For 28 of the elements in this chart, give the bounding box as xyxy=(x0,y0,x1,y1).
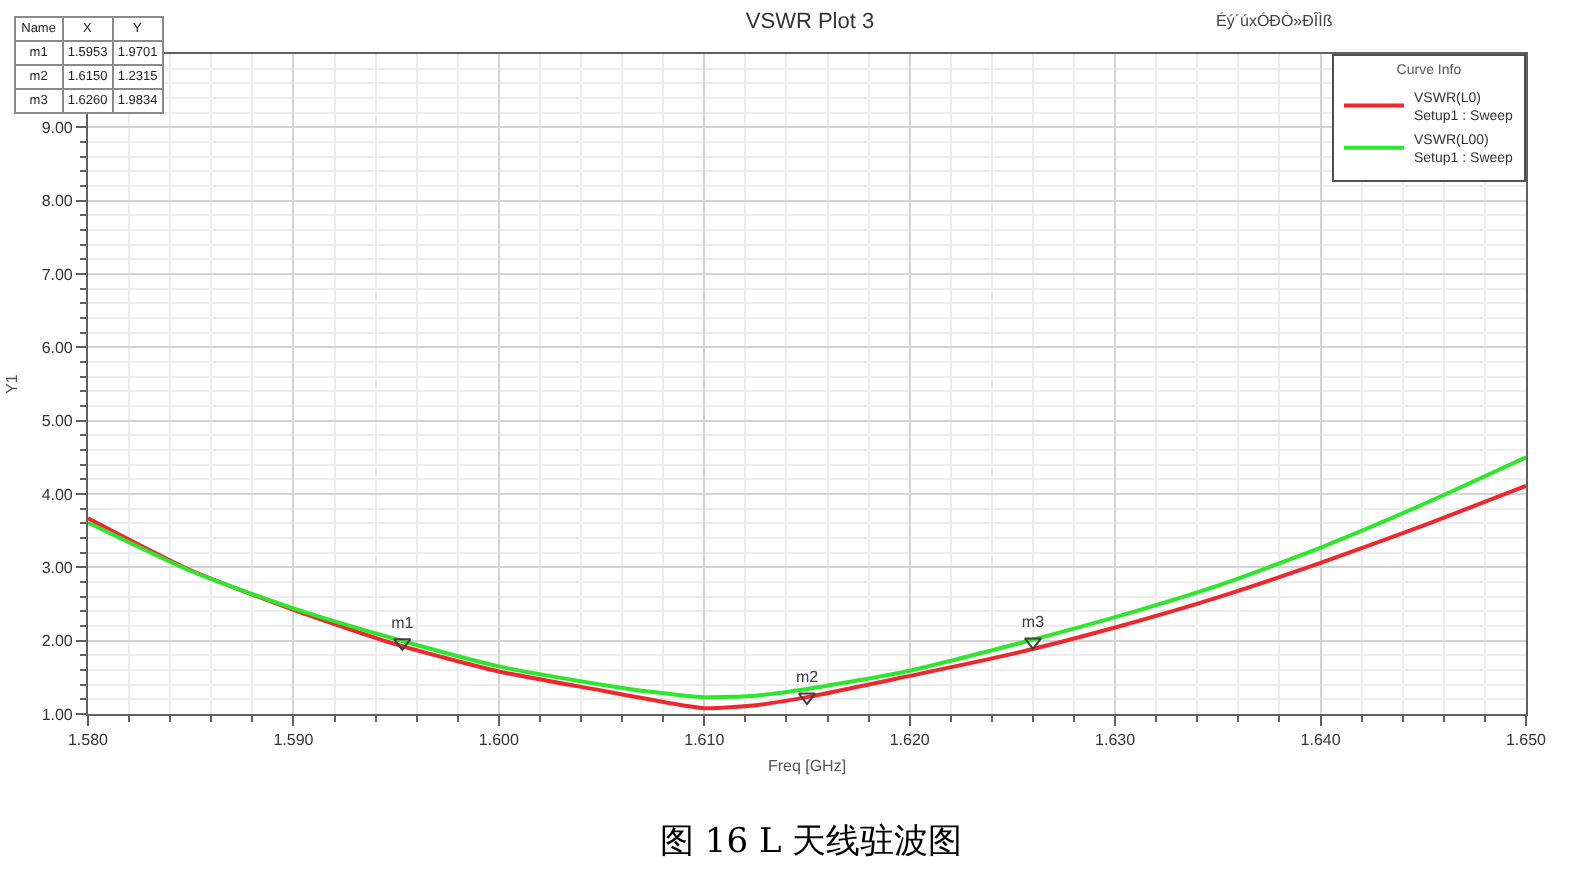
x-tick-label: 1.600 xyxy=(478,731,520,750)
x-tick-label: 1.620 xyxy=(889,731,931,750)
x-tick-label: 1.640 xyxy=(1300,731,1342,750)
caption: 图 16 L 天线驻波图 xyxy=(660,822,963,862)
data-label: m3 xyxy=(1021,613,1046,632)
y-tick-label: 1.00 xyxy=(41,705,74,724)
text: Éý´úxÓÐÒ»ÐÎÌß xyxy=(1216,12,1333,30)
y-tick-label: 4.00 xyxy=(41,485,74,504)
y-tick-label: 8.00 xyxy=(41,192,74,211)
line-series xyxy=(88,483,1526,711)
data-label: m1 xyxy=(391,614,415,633)
y-tick-label: 7.00 xyxy=(41,265,74,284)
line-series xyxy=(88,455,1526,700)
data-label: m2 xyxy=(795,668,820,687)
y-tick-label: 6.00 xyxy=(41,338,74,357)
y-tick-label: 2.00 xyxy=(41,632,74,651)
x-tick-label: 1.610 xyxy=(684,731,726,750)
x-tick-label: 1.590 xyxy=(273,731,315,750)
point xyxy=(797,692,817,706)
y-axis-title: Y1 xyxy=(3,373,22,394)
x-tick-label: 1.630 xyxy=(1095,731,1137,750)
x-axis-title: Freq [GHz] xyxy=(767,757,847,776)
y-tick-label: 5.00 xyxy=(41,412,74,431)
chart-title: VSWR Plot 3 xyxy=(745,9,875,34)
x-tick-label: 1.650 xyxy=(1505,731,1548,750)
y-tick-label: 9.00 xyxy=(41,118,74,137)
y-tick-label: 3.00 xyxy=(41,558,74,577)
x-tick-label: 1.580 xyxy=(67,731,110,750)
